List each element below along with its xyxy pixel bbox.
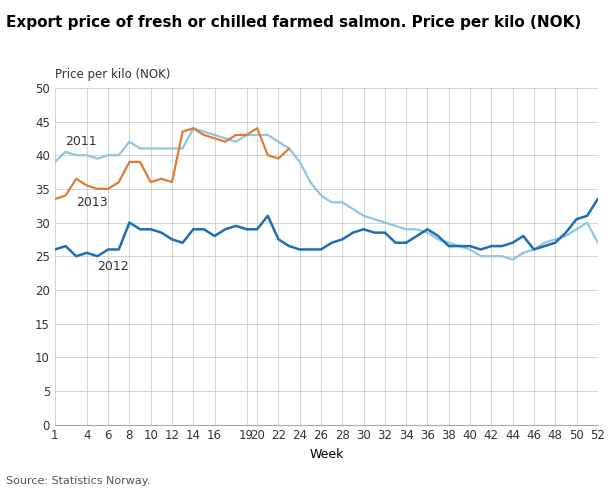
Text: Source: Statistics Norway.: Source: Statistics Norway. — [6, 476, 151, 486]
Text: 2011: 2011 — [65, 135, 97, 148]
Text: Price per kilo (NOK): Price per kilo (NOK) — [55, 68, 170, 81]
Text: Export price of fresh or chilled farmed salmon. Price per kilo (NOK): Export price of fresh or chilled farmed … — [6, 15, 581, 30]
Text: 2012: 2012 — [98, 260, 129, 273]
Text: 2013: 2013 — [76, 196, 108, 209]
X-axis label: Week: Week — [309, 448, 343, 461]
